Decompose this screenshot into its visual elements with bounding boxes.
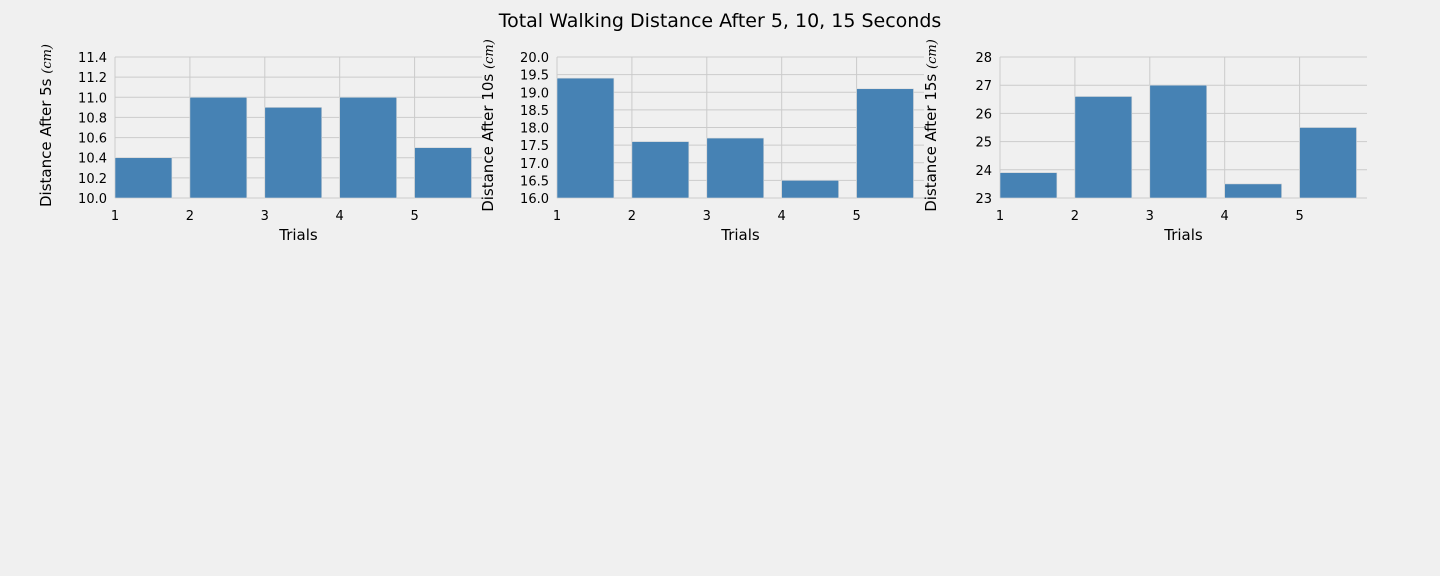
bar-trial-3 bbox=[1149, 84, 1208, 199]
x-tick-label: 3 bbox=[261, 209, 269, 224]
y-axis-label-text: Distance After 10s bbox=[479, 69, 497, 212]
x-axis-label: Trials bbox=[1163, 226, 1203, 244]
y-tick-label: 19.5 bbox=[520, 69, 549, 84]
y-tick-label: 16.5 bbox=[520, 174, 549, 189]
x-tick-label: 4 bbox=[1221, 209, 1229, 224]
y-axis-label: Distance After 15s (cm) bbox=[922, 39, 940, 212]
y-tick-label: 10.4 bbox=[78, 152, 107, 167]
bar-trial-2 bbox=[189, 96, 248, 199]
y-tick-label: 10.8 bbox=[78, 111, 107, 126]
bar-trial-1 bbox=[556, 77, 615, 199]
y-tick-label: 11.4 bbox=[78, 51, 107, 66]
subplot-2: 16.0 16.5 17.0 17.5 18.0 18.5 19.0 19.5 20.0 1 2 3 4… bbox=[479, 39, 924, 244]
y-tick-label: 10.6 bbox=[78, 132, 107, 147]
y-tick-label: 18.5 bbox=[520, 104, 549, 119]
bar-trial-1 bbox=[114, 157, 173, 199]
bar-trial-5 bbox=[1299, 127, 1357, 199]
y-axis-unit: (cm) bbox=[482, 39, 497, 69]
bar-trial-3 bbox=[264, 107, 323, 199]
y-tick-label: 23 bbox=[975, 192, 992, 207]
y-tick-label: 28 bbox=[975, 51, 992, 66]
y-tick-label: 10.0 bbox=[78, 192, 107, 207]
x-axis-label: Trials bbox=[278, 226, 318, 244]
x-tick-label: 2 bbox=[1071, 209, 1079, 224]
y-tick-label: 10.2 bbox=[78, 172, 107, 187]
x-tick-label: 1 bbox=[111, 209, 119, 224]
bar-trial-4 bbox=[781, 180, 839, 199]
bar-trial-4 bbox=[339, 96, 397, 199]
bar-trial-3 bbox=[706, 137, 765, 199]
x-tick-label: 2 bbox=[628, 209, 636, 224]
y-tick-label: 27 bbox=[975, 79, 992, 94]
y-tick-label: 18.0 bbox=[520, 122, 549, 137]
y-tick-label: 24 bbox=[975, 164, 992, 179]
y-tick-label: 16.0 bbox=[520, 192, 549, 207]
subplot-1: 10.0 10.2 10.4 10.6 10.8 11.0 11.2 11.4 1 2 3 4 5 Tri… bbox=[37, 44, 482, 244]
x-tick-label: 1 bbox=[996, 209, 1004, 224]
y-tick-label: 25 bbox=[975, 136, 992, 151]
y-axis-unit: (cm) bbox=[40, 44, 55, 74]
y-tick-label: 26 bbox=[975, 107, 992, 122]
bar-trial-1 bbox=[999, 172, 1058, 199]
x-tick-label: 1 bbox=[553, 209, 561, 224]
x-tick-label: 2 bbox=[186, 209, 194, 224]
bar-trial-2 bbox=[1074, 96, 1133, 199]
bar-trial-5 bbox=[414, 147, 472, 199]
x-tick-label: 3 bbox=[703, 209, 711, 224]
subplots: 10.010.210.410.610.811.011.211.41 2 3 4 5Tri… bbox=[37, 39, 1367, 244]
y-tick-label: 11.0 bbox=[78, 91, 107, 106]
y-axis-label: Distance After 5s (cm) bbox=[37, 44, 55, 207]
x-tick-label: 5 bbox=[410, 209, 418, 224]
y-tick-label: 19.0 bbox=[520, 86, 549, 101]
bar-trial-2 bbox=[631, 141, 690, 199]
y-axis-label: Distance After 10s (cm) bbox=[479, 39, 497, 212]
y-tick-label: 17.0 bbox=[520, 157, 549, 172]
y-axis-label-text: Distance After 15s bbox=[922, 69, 940, 212]
y-tick-label: 20.0 bbox=[520, 51, 549, 66]
figure-title: Total Walking Distance After 5, 10, 15 S… bbox=[498, 10, 942, 32]
y-axis-unit: (cm) bbox=[925, 39, 940, 69]
bar-trial-4 bbox=[1224, 183, 1282, 199]
x-tick-label: 4 bbox=[778, 209, 786, 224]
x-tick-label: 5 bbox=[1295, 209, 1303, 224]
y-axis-label-text: Distance After 5s bbox=[37, 74, 55, 207]
y-tick-label: 17.5 bbox=[520, 139, 549, 154]
x-tick-label: 4 bbox=[336, 209, 344, 224]
x-tick-label: 5 bbox=[852, 209, 860, 224]
bar-trial-5 bbox=[856, 88, 914, 199]
x-axis-label: Trials bbox=[720, 226, 760, 244]
x-tick-label: 3 bbox=[1146, 209, 1154, 224]
y-tick-label: 11.2 bbox=[78, 71, 107, 86]
